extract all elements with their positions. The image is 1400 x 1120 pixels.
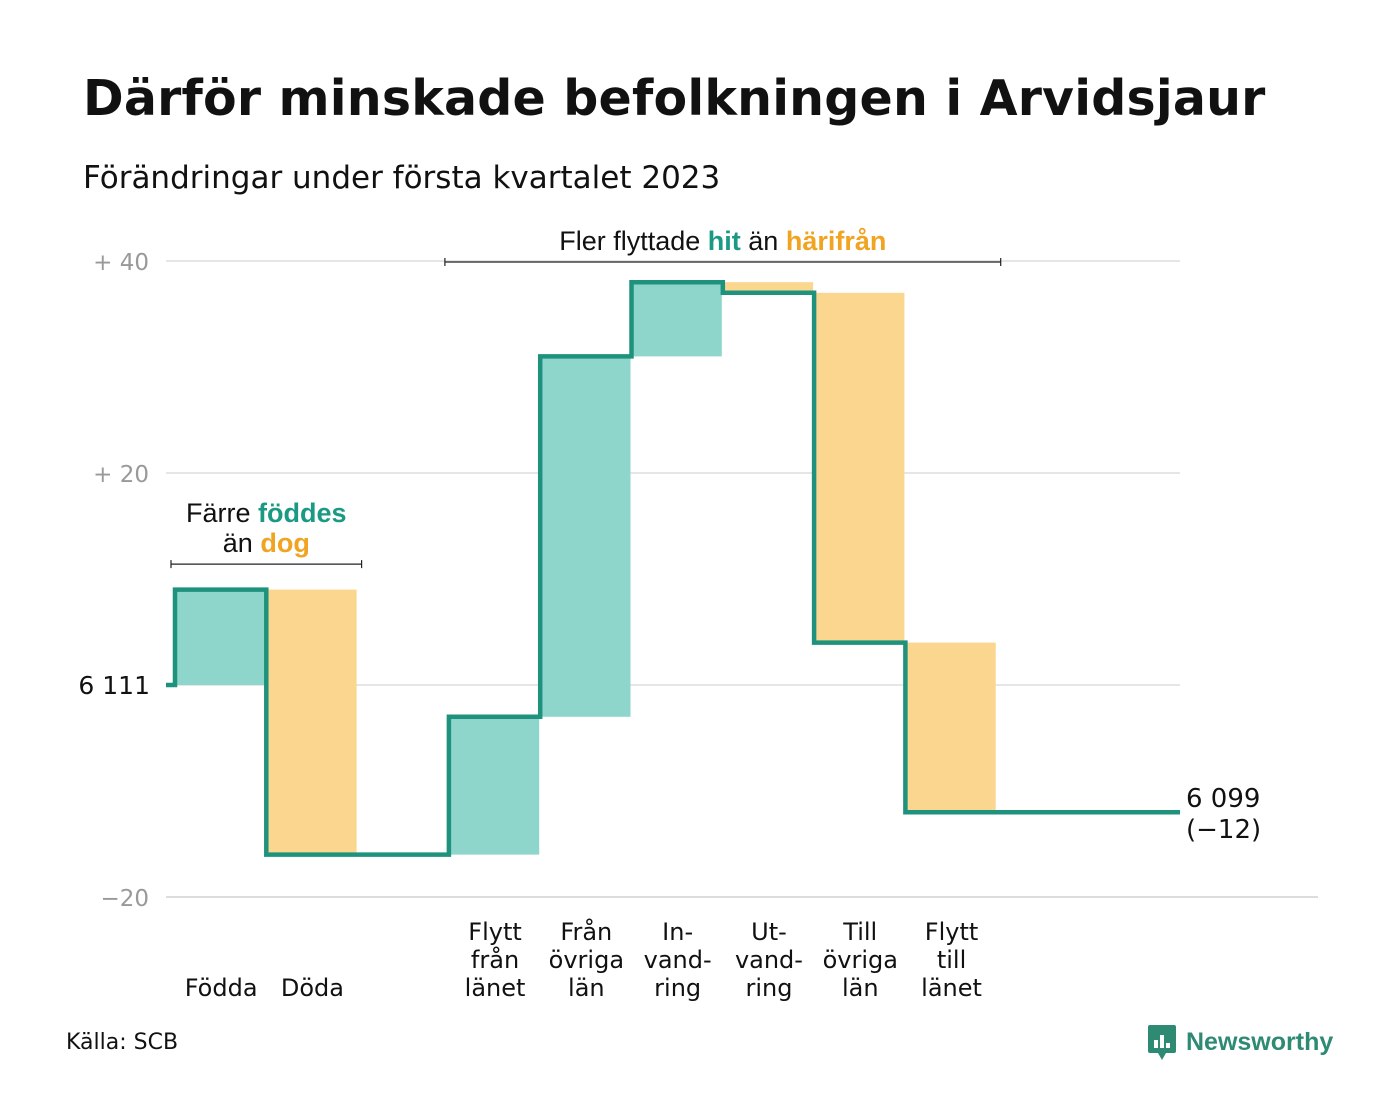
annotation-highlight-teal: hit: [708, 226, 741, 256]
decrease-bar: [722, 282, 814, 293]
annotation-highlight-orange: härifrån: [786, 226, 887, 256]
category-label: från: [471, 945, 519, 974]
y-tick-label: + 40: [93, 250, 149, 276]
brand-logo: Newsworthy: [1147, 1022, 1333, 1062]
end-value-label: 6 099: [1186, 784, 1260, 814]
increase-bar: [175, 589, 266, 685]
category-label: vand-: [644, 946, 712, 974]
brand-name: Newsworthy: [1186, 1027, 1334, 1056]
chart-title: Därför minskade befolkningen i Arvidsjau…: [83, 70, 1266, 127]
category-label: In-: [662, 918, 693, 946]
category-label: Ut-: [751, 918, 787, 946]
annotation-text: Fler flyttade hit än härifrån: [559, 226, 886, 256]
category-label: ring: [745, 974, 792, 1002]
decrease-bar: [266, 589, 357, 855]
annotation-plain-text: Färre: [186, 498, 258, 528]
category-label: Födda: [185, 974, 258, 1002]
annotation-plain-text: än: [223, 528, 261, 558]
chart-subtitle: Förändringar under första kvartalet 2023: [83, 160, 721, 196]
source-note: Källa: SCB: [66, 1030, 179, 1055]
gridlines: [166, 260, 1318, 898]
step-line: [166, 279, 1180, 857]
step-line-group: [166, 279, 1180, 857]
category-label: Till: [842, 918, 877, 946]
category-label: Flytt: [925, 918, 979, 946]
increase-bar: [631, 282, 722, 357]
increase-bar: [448, 716, 540, 855]
category-label: ring: [654, 974, 701, 1002]
decrease-bar: [814, 292, 905, 643]
decrease-bar: [905, 642, 996, 813]
y-tick-label: + 20: [93, 462, 149, 488]
bars: [175, 282, 996, 855]
category-label: Flytt: [468, 918, 522, 946]
annotation-text: Färre föddes: [186, 498, 347, 528]
baseline-value-label: 6 111: [78, 671, 150, 700]
category-label: län: [568, 974, 605, 1002]
annotation-text: än dog: [223, 528, 310, 558]
category-label: Från: [560, 917, 612, 946]
category-label: vand-: [735, 946, 803, 974]
y-tick-label: −20: [100, 886, 149, 912]
category-label: övriga: [823, 946, 898, 974]
newsworthy-logo-icon: [1148, 1025, 1176, 1060]
end-change-label: (−12): [1186, 815, 1261, 845]
increase-bar: [540, 356, 631, 717]
category-label: Döda: [281, 974, 344, 1002]
category-label: till: [937, 946, 966, 974]
category-label: län: [842, 974, 879, 1002]
annotation-plain-text: än: [741, 226, 786, 256]
category-label: länet: [465, 974, 526, 1002]
category-label: övriga: [549, 946, 624, 974]
annotation-highlight-orange: dog: [260, 528, 309, 558]
category-label: länet: [921, 974, 982, 1002]
annotation-plain-text: Fler flyttade: [559, 226, 708, 256]
annotation-highlight-teal: föddes: [258, 498, 347, 528]
